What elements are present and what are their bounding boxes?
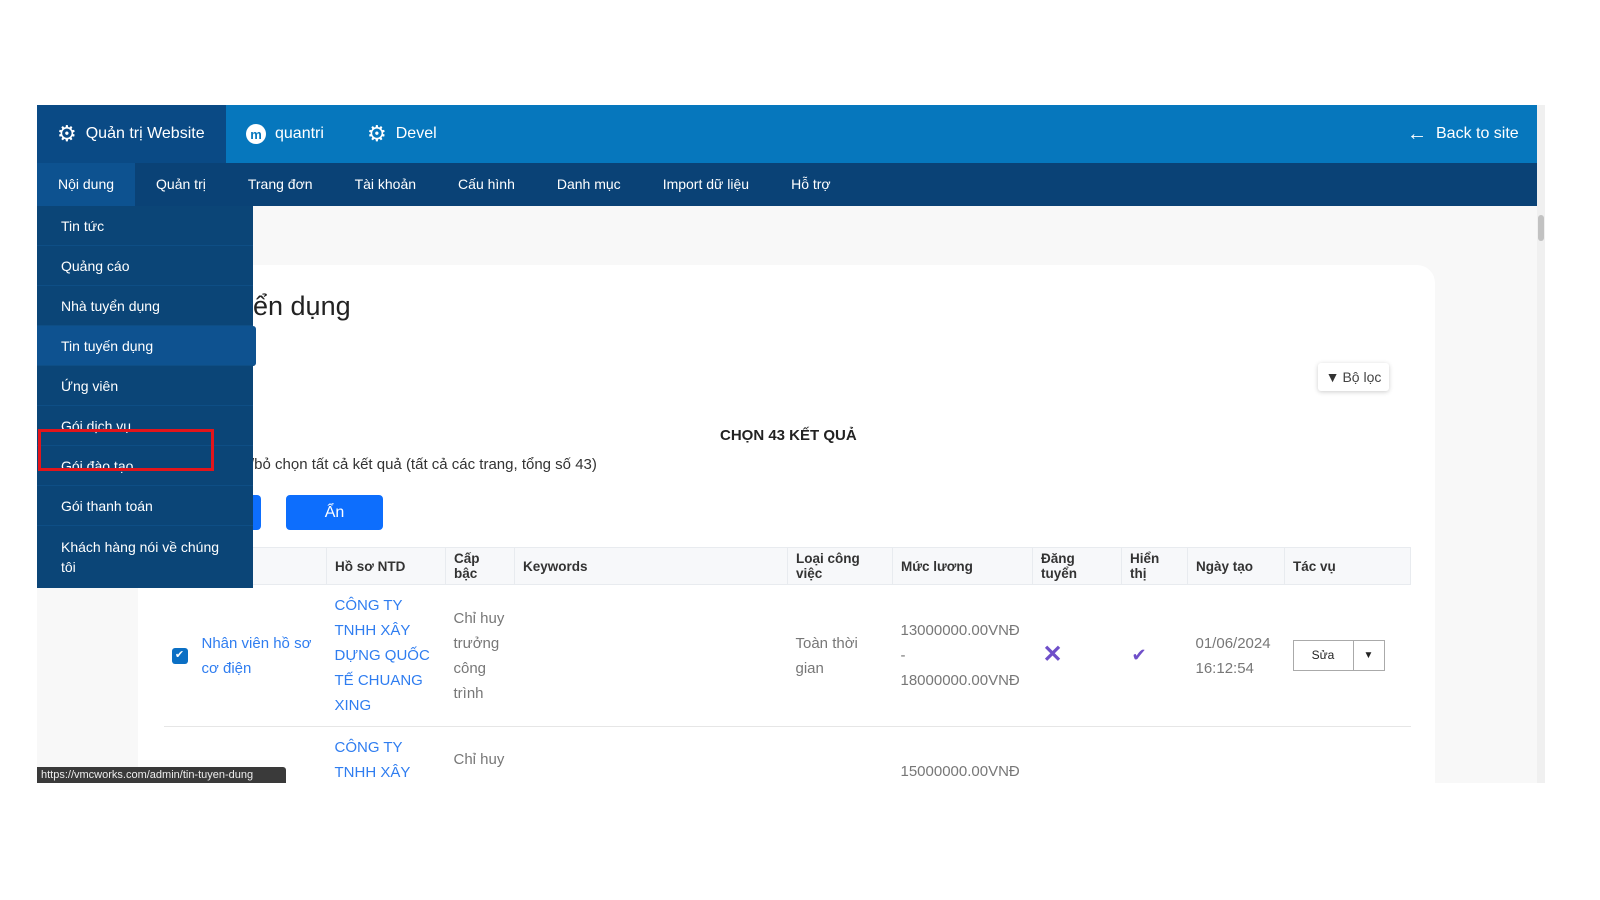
menu-item-ung-vien[interactable]: Ứng viên <box>37 366 253 406</box>
edit-button[interactable]: Sửa <box>1294 641 1354 670</box>
nav-danh-muc[interactable]: Danh mục <box>556 176 621 192</box>
col-company[interactable]: Hồ sơ NTD <box>326 547 446 585</box>
edit-split-button: Sửa ▼ <box>1292 640 1385 671</box>
back-to-site-link[interactable]: ← Back to site <box>1407 122 1519 145</box>
nav-noi-dung[interactable]: Nội dung <box>37 163 136 206</box>
level-cell: Chỉ huy <box>445 726 515 783</box>
col-level[interactable]: Cấp bậc <box>445 547 515 585</box>
deselect-all-link[interactable]: /bỏ chọn tất cả kết quả (tất cả các tran… <box>250 456 597 473</box>
job-title-link[interactable]: Nhân viên hồ sơ cơ điện <box>201 634 312 677</box>
nav-trang-don[interactable]: Trang đơn <box>247 176 313 192</box>
main-nav: Nội dung Quản trị Trang đơn Tài khoản Cấ… <box>37 163 1537 206</box>
salary-cell: 15000000.00VNĐ <box>892 726 1033 783</box>
nav-ho-tro[interactable]: Hỗ trợ <box>791 176 831 192</box>
menu-item-quang-cao[interactable]: Quảng cáo <box>37 246 253 286</box>
x-icon[interactable]: ✕ <box>1042 640 1063 668</box>
menu-item-goi-thanh-toan[interactable]: Gói thanh toán <box>37 486 253 526</box>
gear-icon: ⚙ <box>367 121 387 146</box>
keywords-cell <box>514 584 788 727</box>
top-bar: ⚙ Quản trị Website m quantri ⚙ Devel ← B… <box>37 105 1537 163</box>
filter-button[interactable]: ▼ Bộ lọc <box>1318 363 1389 391</box>
menu-item-tin-tuyen-dung[interactable]: Tin tuyến dụng <box>37 326 256 366</box>
menu-item-nha-tuyen-dung[interactable]: Nhà tuyển dụng <box>37 286 253 326</box>
nav-tai-khoan[interactable]: Tài khoản <box>354 176 417 192</box>
menu-item-khach-hang[interactable]: Khách hàng nói về chúng tôi <box>61 539 220 575</box>
salary-cell: 13000000.00VNĐ - 18000000.00VNĐ <box>892 584 1033 727</box>
page-title: ển dụng <box>253 291 351 321</box>
select-count: CHỌN 43 KẾT QUẢ <box>720 427 857 444</box>
user-link[interactable]: m quantri <box>246 105 324 163</box>
col-actions: Tác vụ <box>1284 547 1411 585</box>
table-row: ✔ Nhân viên hồ sơ cơ điện CÔNG TY TNHH X… <box>163 584 1411 727</box>
col-created[interactable]: Ngày tạo <box>1187 547 1285 585</box>
created-cell: 01/06/2024 16:12:54 <box>1187 584 1285 727</box>
row-checkbox[interactable]: ✔ <box>171 647 188 664</box>
company-link[interactable]: CÔNG TY TNHH XÂY <box>326 726 446 783</box>
col-type[interactable]: Loại công việc <box>787 547 893 585</box>
highlight-box <box>38 429 214 471</box>
col-posted[interactable]: Đăng tuyển <box>1032 547 1122 585</box>
nav-import[interactable]: Import dữ liệu <box>662 176 750 192</box>
arrow-left-icon: ← <box>1407 122 1427 145</box>
gear-icon: ⚙ <box>57 121 77 146</box>
hide-button[interactable]: Ẩn <box>286 495 383 530</box>
status-bar-url: https://vmcworks.com/admin/tin-tuyen-dun… <box>37 767 286 783</box>
type-cell: Toàn thời gian <box>787 584 893 727</box>
jobs-table: Hồ sơ NTD Cấp bậc Keywords Loại công việ… <box>163 547 1411 783</box>
content-dropdown-menu: Tin tức Quảng cáo Nhà tuyển dụng Tin tuy… <box>37 206 256 588</box>
browser-window: ⚙ Quản trị Website m quantri ⚙ Devel ← B… <box>37 105 1545 783</box>
col-salary[interactable]: Mức lương <box>892 547 1033 585</box>
level-cell: Chỉ huy trưởng công trình <box>445 584 515 727</box>
caret-down-icon[interactable]: ▼ <box>1363 650 1374 661</box>
menu-item-tin-tuc[interactable]: Tin tức <box>37 206 253 246</box>
table-row: CÔNG TY TNHH XÂY Chỉ huy 15000000.00VNĐ <box>163 726 1411 783</box>
nav-cau-hinh[interactable]: Cấu hình <box>458 176 515 192</box>
table-header: Hồ sơ NTD Cấp bậc Keywords Loại công việ… <box>163 547 1411 585</box>
company-link[interactable]: CÔNG TY TNHH XÂY DỰNG QUỐC TẾ CHUANG XIN… <box>326 584 446 727</box>
filter-icon: ▼ <box>1325 369 1340 385</box>
col-visible[interactable]: Hiển thị <box>1121 547 1188 585</box>
nav-quan-tri[interactable]: Quản trị <box>156 176 206 192</box>
col-keywords[interactable]: Keywords <box>514 547 788 585</box>
user-m-icon: m <box>246 124 266 144</box>
check-icon[interactable]: ✔ <box>1131 644 1147 665</box>
site-admin-link[interactable]: ⚙ Quản trị Website <box>37 105 226 163</box>
scrollbar[interactable] <box>1537 105 1545 783</box>
devel-link[interactable]: ⚙ Devel <box>367 121 437 146</box>
